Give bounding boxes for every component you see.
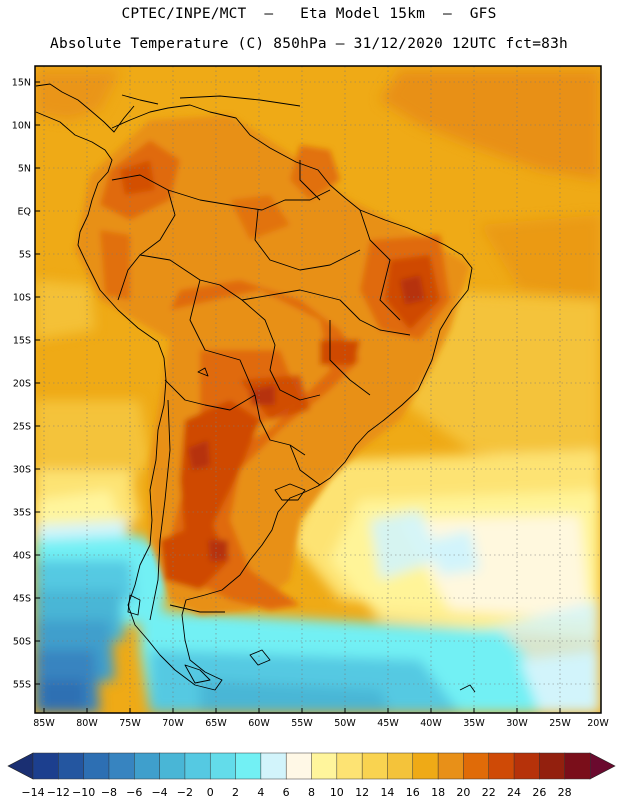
lon-label: 85W — [33, 718, 55, 729]
lat-label: 15S — [13, 336, 31, 347]
colorbar-swatch — [412, 752, 439, 780]
lon-label: 75W — [119, 718, 141, 729]
colorbar-label: 18 — [431, 786, 445, 799]
coastline-outlines — [35, 83, 476, 693]
colorbar-swatch — [463, 752, 490, 780]
colorbar-swatch — [235, 752, 262, 780]
colorbar-label: 26 — [532, 786, 546, 799]
colorbar-swatch — [159, 752, 186, 780]
colorbar-label: 24 — [507, 786, 521, 799]
lon-label: 60W — [248, 718, 270, 729]
title-line-1: CPTEC/INPE/MCT – Eta Model 15km – GFS — [121, 6, 497, 22]
colorbar-label: −4 — [151, 786, 167, 799]
lat-label: 50S — [13, 637, 31, 648]
colorbar-swatch — [564, 752, 591, 780]
colorbar-swatch — [336, 752, 363, 780]
colorbar-label: −10 — [72, 786, 95, 799]
colorbar-label: −12 — [47, 786, 70, 799]
colorbar-swatch — [488, 752, 515, 780]
lat-label: 45S — [13, 594, 31, 605]
colorbar-swatch — [513, 752, 540, 780]
longitude-labels: 85W 80W 75W 70W 65W 60W 55W 50W 45W 40W … — [33, 718, 609, 729]
lat-label: 40S — [13, 551, 31, 562]
lat-label: 5S — [19, 250, 31, 261]
lon-label: 35W — [463, 718, 485, 729]
lon-label: 25W — [549, 718, 571, 729]
lat-label: 20S — [13, 379, 31, 390]
colorbar-swatch — [539, 752, 566, 780]
colorbar-label: 8 — [308, 786, 315, 799]
lon-label: 45W — [377, 718, 399, 729]
lat-label: 30S — [13, 465, 31, 476]
colorbar-label: −8 — [101, 786, 117, 799]
colorbar-label: −2 — [177, 786, 193, 799]
colorbar-label: 16 — [406, 786, 420, 799]
colorbar-label: 0 — [207, 786, 214, 799]
colorbar-label: 6 — [283, 786, 290, 799]
colorbar-swatch — [209, 752, 237, 780]
lon-label: 20W — [587, 718, 609, 729]
colorbar-label: −6 — [126, 786, 142, 799]
colorbar-swatch — [437, 752, 464, 780]
colorbar-swatch — [387, 752, 414, 780]
colorbar-label: −14 — [21, 786, 44, 799]
colorbar-label: 28 — [558, 786, 572, 799]
lat-label: 5N — [18, 164, 31, 175]
lon-label: 40W — [420, 718, 442, 729]
colorbar-swatch — [58, 752, 85, 780]
colorbar-swatch — [311, 752, 338, 780]
colorbar-swatch — [184, 752, 211, 780]
lon-label: 80W — [76, 718, 98, 729]
lat-label: 55S — [13, 680, 31, 691]
temperature-field — [35, 66, 601, 713]
colorbar-swatch — [83, 752, 110, 780]
colorbar-label: 4 — [257, 786, 264, 799]
colorbar-swatch — [32, 752, 59, 780]
lon-label: 70W — [162, 718, 184, 729]
lon-label: 30W — [506, 718, 528, 729]
colorbar-label: 22 — [482, 786, 496, 799]
colorbar-label: 2 — [232, 786, 239, 799]
colorbar-swatch — [285, 752, 313, 780]
map-border — [34, 65, 602, 714]
colorbar-min-arrow — [7, 752, 34, 780]
axis-ticks — [35, 81, 561, 713]
lat-label: 10N — [12, 121, 31, 132]
colorbar-label: 14 — [380, 786, 394, 799]
lat-label: EQ — [18, 207, 31, 218]
colorbar-label: 10 — [330, 786, 344, 799]
lat-label: 15N — [12, 78, 31, 89]
colorbar-swatch — [361, 752, 389, 780]
title-line-2: Absolute Temperature (C) 850hPa – 31/12/… — [50, 36, 568, 52]
colorbar-swatch — [260, 752, 287, 780]
lon-label: 55W — [291, 718, 313, 729]
colorbar-label: 12 — [355, 786, 369, 799]
lon-label: 50W — [334, 718, 356, 729]
colorbar-max-arrow — [589, 752, 616, 780]
colorbar-swatch — [134, 752, 161, 780]
colorbar-legend: −14 −12 −10 −8 −6 −4 −2 0 2 4 6 8 10 12 14 16 18 20 22 24 26… — [7, 752, 616, 799]
colorbar-swatch — [108, 752, 135, 780]
colorbar-label: 20 — [456, 786, 470, 799]
lon-label: 65W — [205, 718, 227, 729]
latitude-labels: 15N 10N 5N EQ 5S 10S 15S 20S 25S 30S 35S… — [12, 78, 31, 691]
lat-label: 35S — [13, 508, 31, 519]
lat-label: 10S — [13, 293, 31, 304]
lat-label: 25S — [13, 422, 31, 433]
